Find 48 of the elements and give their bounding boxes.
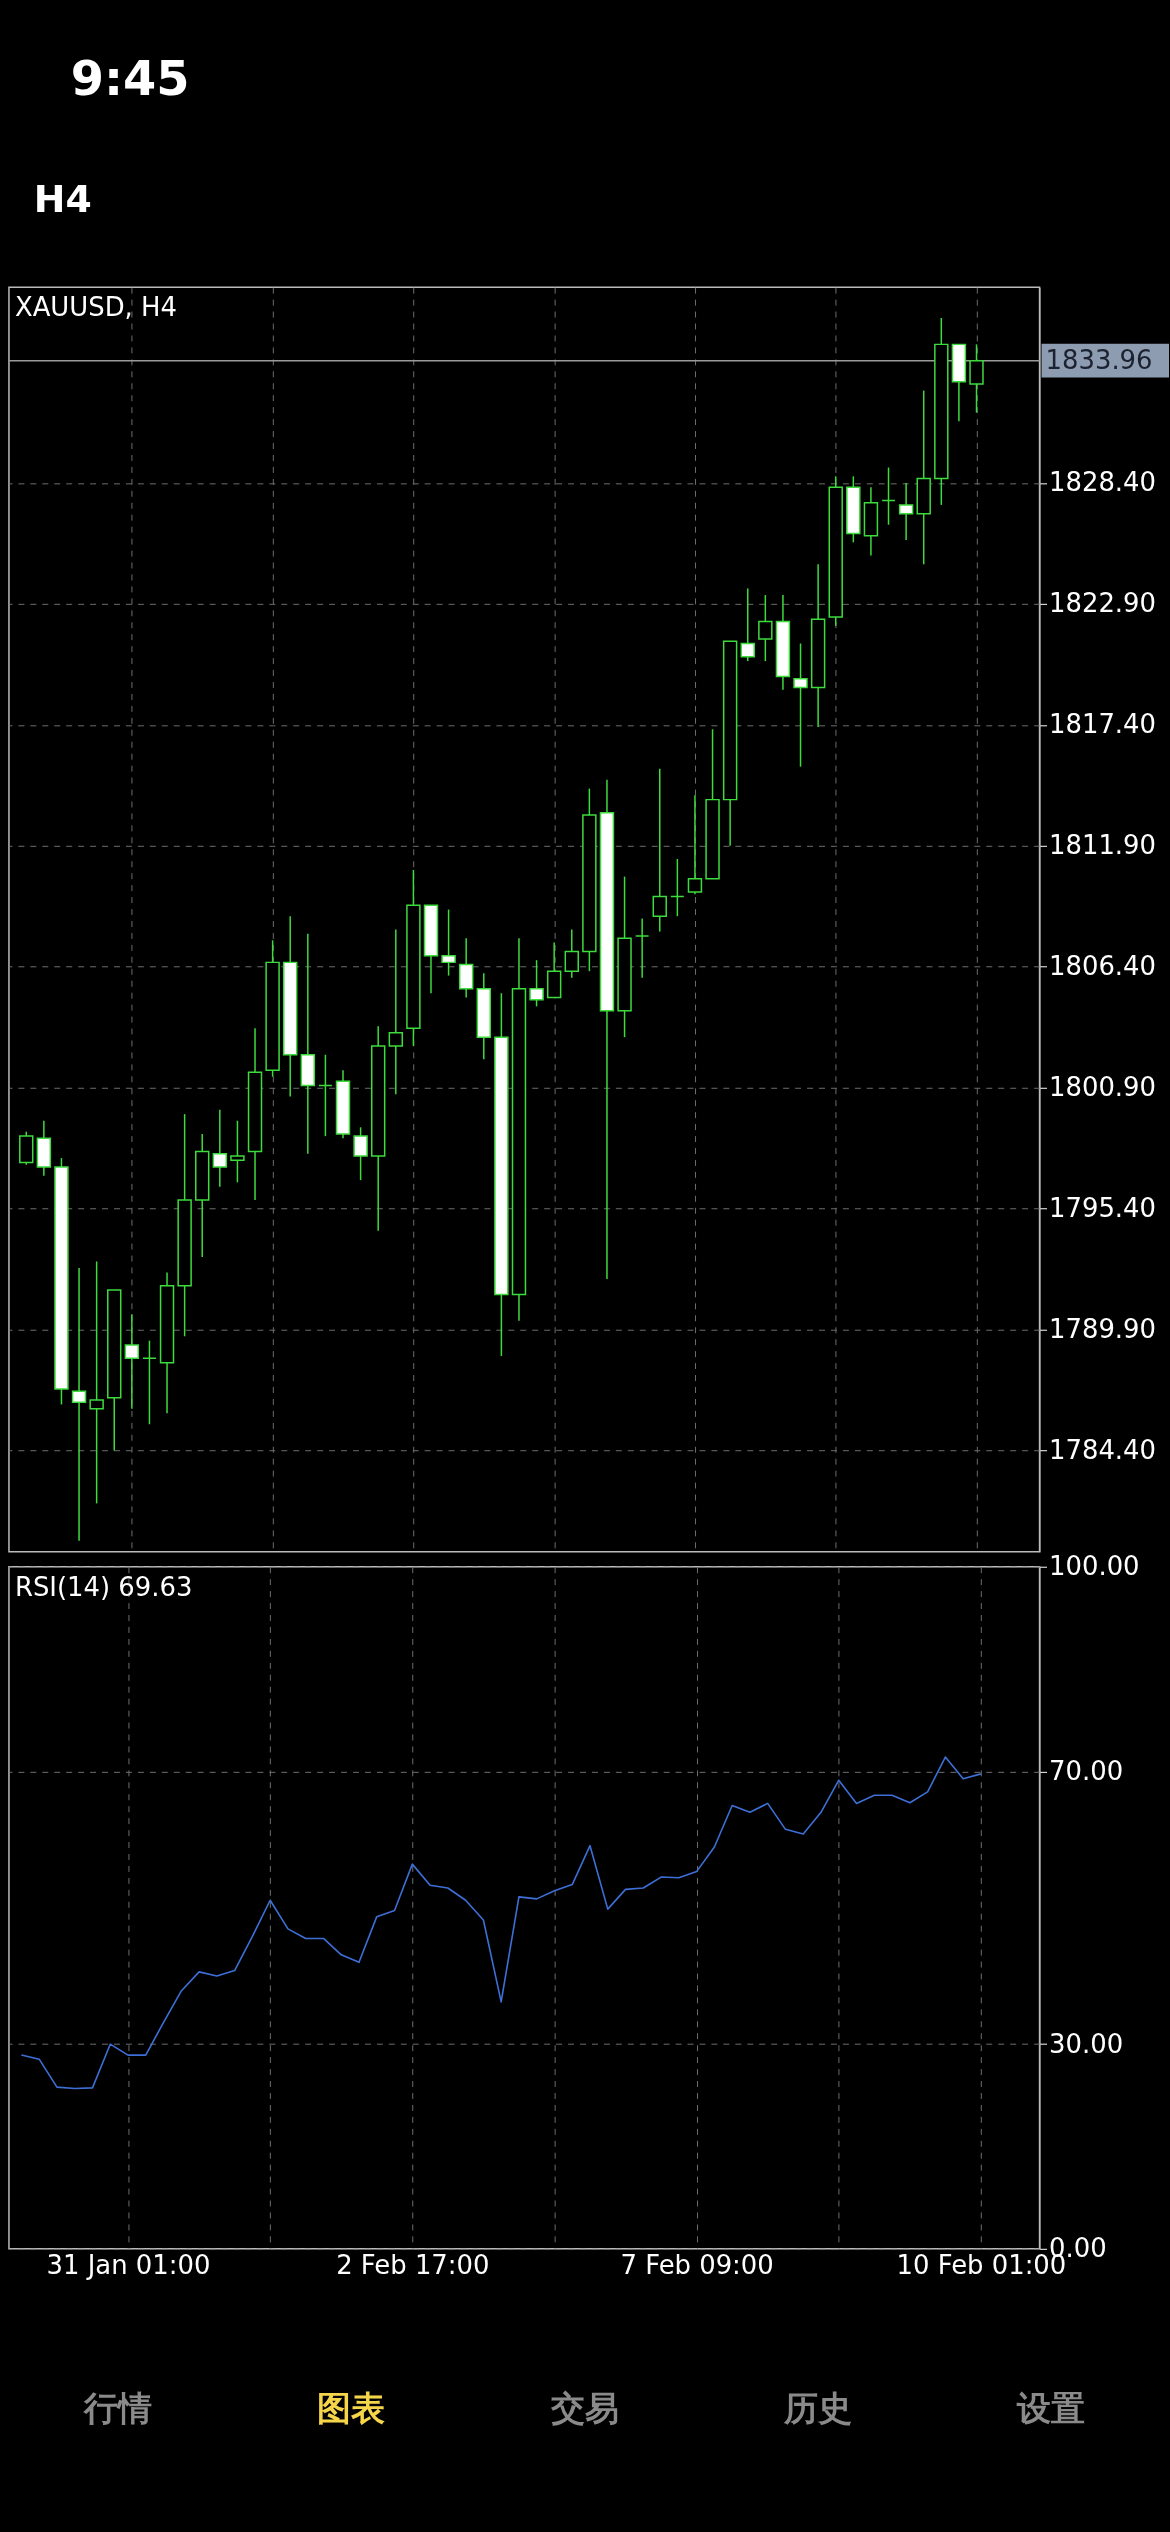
candlestick xyxy=(634,917,650,979)
candlestick xyxy=(529,959,544,1008)
text: 行情 xyxy=(83,2389,153,2429)
candlestick xyxy=(441,908,456,977)
x-tick-label: 2 Feb 17:00 xyxy=(336,2250,490,2281)
y-tick-label: 1806.40 xyxy=(1049,951,1157,982)
x-tick-label: 31 Jan 01:00 xyxy=(46,2250,211,2281)
text: 设置 xyxy=(1015,2389,1085,2429)
candlestick xyxy=(230,1119,245,1184)
candlestick xyxy=(212,1108,228,1188)
candlestick xyxy=(652,768,667,933)
ref-line-label: 1833.96 xyxy=(1045,344,1153,375)
y-tick-label: 1784.40 xyxy=(1049,1435,1157,1466)
y-tick-label: 1817.40 xyxy=(1049,709,1157,740)
y-tick-label: 1789.90 xyxy=(1049,1314,1157,1345)
candlestick xyxy=(969,343,984,414)
y-tick-label: 1828.40 xyxy=(1049,467,1157,498)
candlestick xyxy=(898,482,914,541)
candlestick xyxy=(71,1267,87,1542)
text: H4 xyxy=(33,176,92,221)
candlestick xyxy=(142,1339,157,1425)
candlestick xyxy=(318,1054,333,1137)
y-tick-label: 100.00 xyxy=(1049,1551,1140,1582)
text: 9:45 xyxy=(70,51,190,107)
candlestick xyxy=(793,642,808,768)
text: 图表 xyxy=(317,2389,386,2429)
y-tick-label: 1800.90 xyxy=(1049,1072,1157,1103)
candlestick xyxy=(687,794,703,895)
chart-title: XAUUSD, H4 xyxy=(14,292,177,323)
y-tick-label: 1795.40 xyxy=(1049,1193,1157,1224)
y-tick-label: 70.00 xyxy=(1049,1755,1124,1786)
candlestick xyxy=(388,928,404,1096)
candlestick xyxy=(89,1260,104,1505)
y-tick-label: 1811.90 xyxy=(1049,830,1157,861)
x-tick-label: 7 Feb 09:00 xyxy=(620,2250,774,2281)
line-series xyxy=(20,1756,982,2090)
candlestick xyxy=(740,587,755,662)
candlestick xyxy=(758,594,773,662)
text: 交易 xyxy=(549,2389,619,2429)
y-tick-label: 1822.90 xyxy=(1049,588,1157,619)
y-tick-label: 30.00 xyxy=(1049,2028,1124,2059)
candlestick xyxy=(124,1313,140,1410)
chart-title: RSI(14) 69.63 xyxy=(14,1571,193,1602)
candlestick xyxy=(564,928,579,979)
text: 历史 xyxy=(782,2389,852,2429)
candlestick xyxy=(881,466,896,526)
candlestick xyxy=(670,858,685,917)
candlestick xyxy=(353,1126,368,1181)
